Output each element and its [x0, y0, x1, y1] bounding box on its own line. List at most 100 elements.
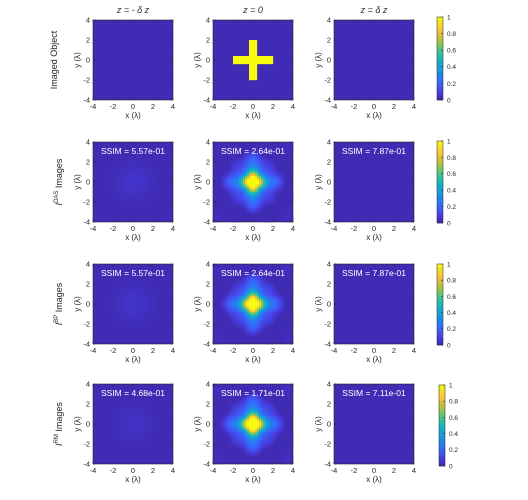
heatmap-cell	[249, 316, 252, 319]
heatmap-cell	[131, 324, 134, 327]
heatmap-cell	[233, 200, 236, 203]
heatmap-cell	[249, 170, 252, 173]
heatmap-cell	[147, 184, 150, 187]
heatmap-cell	[255, 206, 258, 209]
colorbar-band	[437, 331, 443, 334]
heatmap-cell	[249, 408, 252, 411]
colorbar-band	[437, 152, 443, 155]
heatmap-cell	[115, 414, 118, 417]
heatmap-cell	[247, 332, 250, 335]
colorbar-tick-label: 0.4	[447, 64, 456, 71]
heatmap-cell	[145, 438, 148, 441]
heatmap-cell	[219, 390, 222, 393]
heatmap-cell	[269, 220, 272, 223]
heatmap-cell	[239, 384, 242, 387]
heatmap-cell	[141, 192, 144, 195]
heatmap-cell	[245, 190, 248, 193]
heatmap-cell	[123, 164, 126, 167]
heatmap-cell	[249, 404, 252, 407]
heatmap-cell	[255, 424, 258, 427]
heatmap-cell	[125, 416, 128, 419]
colorbar-band	[437, 314, 443, 317]
heatmap-cell	[247, 324, 250, 327]
colorbar-band	[437, 20, 443, 23]
heatmap-cell	[239, 404, 242, 407]
heatmap-cell	[139, 288, 142, 291]
heatmap-cell	[143, 298, 146, 301]
heatmap-cell	[137, 414, 140, 417]
heatmap-cell	[251, 432, 254, 435]
heatmap-cell	[241, 290, 244, 293]
heatmap-cell	[263, 316, 266, 319]
heatmap-cell	[135, 292, 138, 295]
heatmap-cell	[267, 296, 270, 299]
heatmap-cell	[231, 402, 234, 405]
heatmap-cell	[271, 192, 274, 195]
heatmap-cell	[253, 312, 256, 315]
heatmap-cell	[137, 418, 140, 421]
heatmap-cell	[149, 416, 152, 419]
heatmap-cell	[269, 194, 272, 197]
heatmap-cell	[289, 384, 292, 387]
heatmap-cell	[125, 432, 128, 435]
heatmap-cell	[143, 420, 146, 423]
heatmap-cell	[129, 190, 132, 193]
heatmap-cell	[257, 208, 260, 211]
heatmap-cell	[243, 208, 246, 211]
heatmap-cell	[249, 402, 252, 405]
heatmap-cell	[263, 428, 266, 431]
heatmap-cell	[219, 392, 222, 395]
heatmap-cell	[219, 342, 222, 345]
heatmap-cell	[225, 172, 228, 175]
heatmap-cell	[253, 318, 256, 321]
heatmap-cell	[251, 306, 254, 309]
heatmap-cell	[129, 402, 132, 405]
heatmap-cell	[143, 416, 146, 419]
y-tick-label: 2	[86, 36, 90, 45]
heatmap-cell	[241, 326, 244, 329]
heatmap-cell	[129, 162, 132, 165]
heatmap-cell	[149, 310, 152, 313]
x-tick-label: 2	[151, 224, 155, 233]
colorbar-band	[437, 41, 443, 44]
heatmap-cell	[269, 310, 272, 313]
x-tick-label: -4	[210, 102, 217, 111]
heatmap-cell	[117, 182, 120, 185]
heatmap-cell	[267, 320, 270, 323]
heatmap-cell	[247, 334, 250, 337]
y-tick-label: 0	[86, 178, 90, 187]
heatmap-cell	[243, 298, 246, 301]
heatmap-cell	[133, 194, 136, 197]
heatmap-cell	[149, 180, 152, 183]
heatmap-cell	[217, 218, 220, 221]
heatmap-cell	[243, 416, 246, 419]
heatmap-cell	[237, 384, 240, 387]
heatmap-cell	[135, 310, 138, 313]
heatmap-cell	[281, 302, 284, 305]
heatmap-cell	[137, 162, 140, 165]
heatmap-cell	[227, 414, 230, 417]
heatmap-cell	[219, 338, 222, 341]
heatmap-cell	[241, 164, 244, 167]
heatmap-cell	[249, 436, 252, 439]
heatmap-cell	[249, 400, 252, 403]
heatmap-cell	[139, 432, 142, 435]
heatmap-cell	[291, 388, 294, 391]
heatmap-cell	[151, 314, 154, 317]
heatmap-cell	[135, 440, 138, 443]
heatmap-cell	[277, 430, 280, 433]
heatmap-cell	[233, 302, 236, 305]
heatmap-cell	[247, 414, 250, 417]
heatmap-cell	[283, 270, 286, 273]
heatmap-cell	[265, 300, 268, 303]
heatmap-cell	[133, 192, 136, 195]
heatmap-cell	[131, 304, 134, 307]
heatmap-cell	[117, 406, 120, 409]
heatmap-cell	[153, 184, 156, 187]
x-axis-label: x (λ)	[125, 233, 141, 242]
heatmap-cell	[121, 188, 124, 191]
heatmap-cell	[251, 206, 254, 209]
heatmap-cell	[285, 452, 288, 455]
heatmap-cell	[149, 420, 152, 423]
heatmap-cell	[237, 296, 240, 299]
